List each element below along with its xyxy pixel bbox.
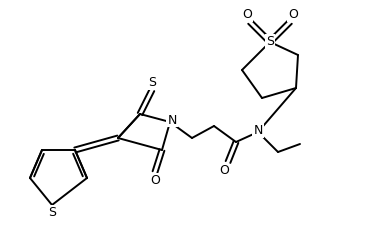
Text: S: S <box>266 35 274 47</box>
Text: S: S <box>48 206 56 220</box>
Text: N: N <box>167 114 177 126</box>
Text: O: O <box>242 7 252 21</box>
Text: S: S <box>148 76 156 88</box>
Text: O: O <box>150 173 160 186</box>
Text: O: O <box>288 7 298 21</box>
Text: N: N <box>253 124 263 137</box>
Text: O: O <box>219 165 229 178</box>
